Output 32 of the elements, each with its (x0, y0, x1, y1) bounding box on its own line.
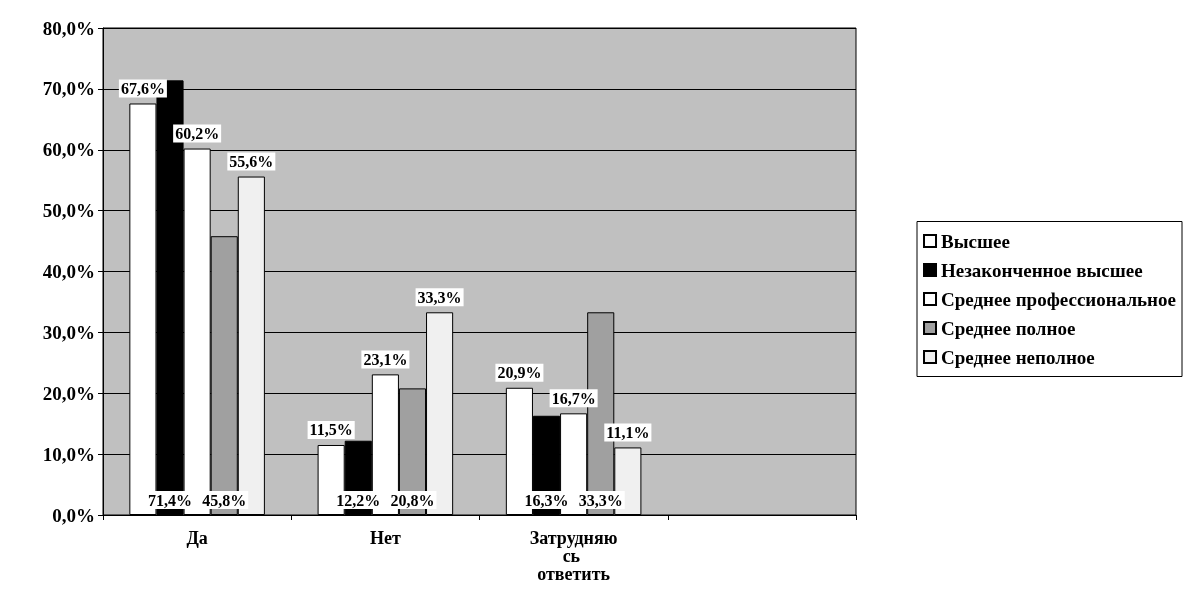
data-label: 11,5% (309, 421, 353, 439)
data-label: 20,9% (497, 364, 542, 382)
legend-label: Высшее (941, 230, 1010, 252)
data-label: 12,2% (336, 491, 381, 509)
y-tick-label: 50,0% (42, 200, 95, 222)
data-label: 33,3% (417, 288, 462, 306)
legend-label: Среднее неполное (941, 346, 1095, 368)
data-label: 67,6% (120, 79, 165, 97)
y-tick-label: 30,0% (42, 321, 95, 343)
x-tick-label: Нет (369, 528, 401, 548)
x-tick-label: Затрудняюсь ответить (529, 528, 618, 584)
data-label: 45,8% (202, 491, 247, 509)
data-label: 20,8% (390, 491, 435, 509)
y-tick-label: 0,0% (52, 504, 95, 526)
data-label: 33,3% (578, 491, 623, 509)
y-tick-label: 10,0% (42, 443, 95, 465)
legend-label: Незаконченное высшее (941, 259, 1143, 281)
x-tick-label: Да (186, 528, 208, 548)
legend-label: Среднее профессиональное (941, 288, 1177, 310)
legend-label: Среднее полное (941, 317, 1076, 339)
data-label: 60,2% (175, 125, 220, 143)
y-tick-label: 60,0% (42, 139, 95, 161)
data-label: 71,4% (148, 491, 193, 509)
y-tick-label: 80,0% (42, 17, 95, 39)
y-tick-label: 40,0% (42, 261, 95, 282)
data-label: 23,1% (363, 350, 408, 368)
data-label: 55,6% (229, 153, 274, 171)
data-label: 11,1% (606, 423, 650, 441)
y-tick-label: 20,0% (42, 382, 95, 404)
data-label: 16,3% (524, 491, 569, 509)
data-label: 16,7% (551, 389, 596, 407)
y-tick-label: 70,0% (42, 78, 95, 100)
